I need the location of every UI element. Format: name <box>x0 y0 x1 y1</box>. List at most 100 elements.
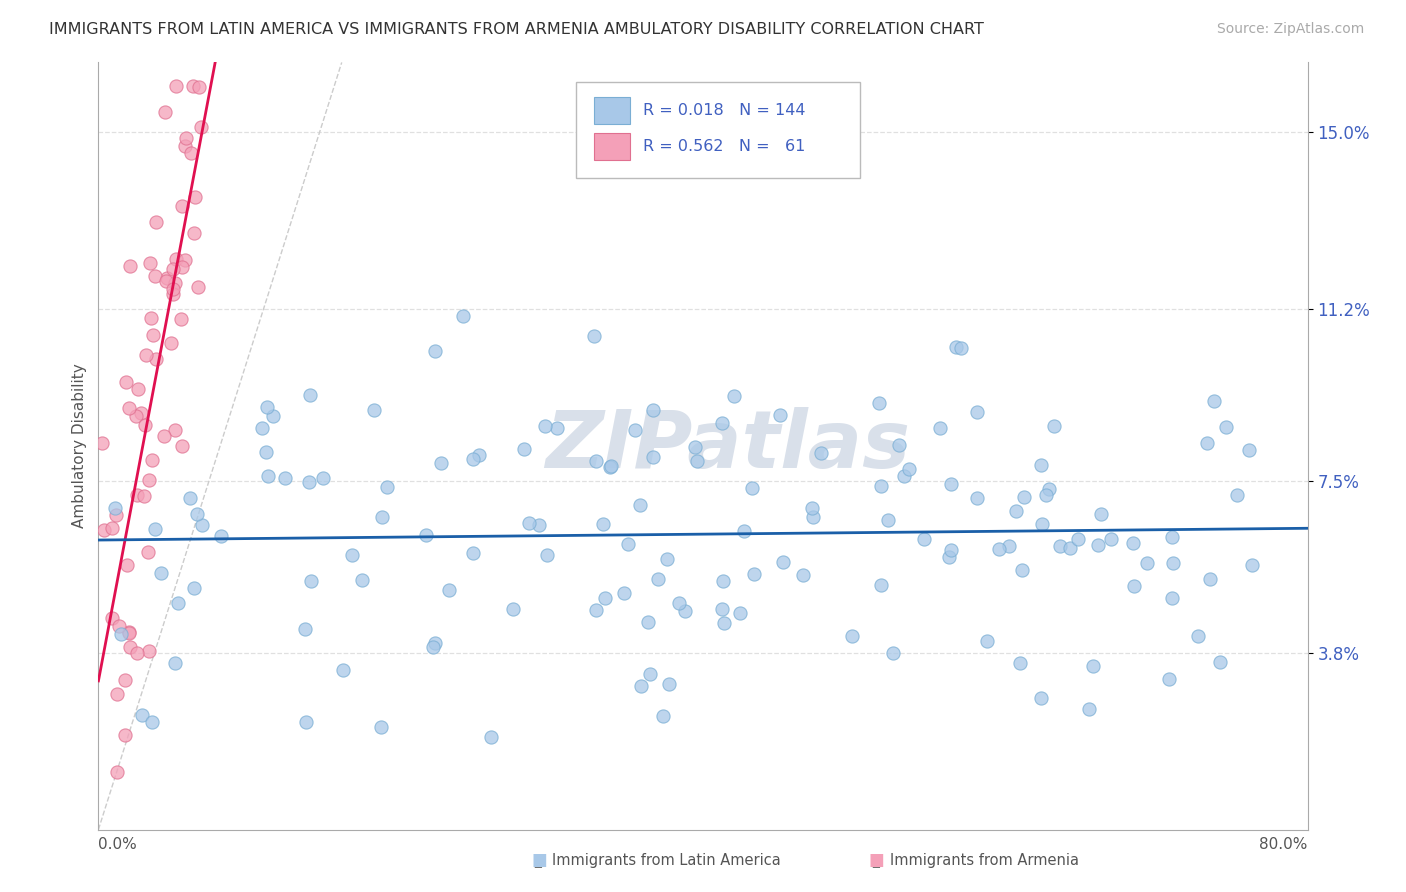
Point <box>256 401 278 415</box>
Point <box>174 138 197 153</box>
Point <box>742 567 765 582</box>
Point <box>127 382 149 396</box>
Point <box>928 421 950 435</box>
Text: R = 0.562   N =   61: R = 0.562 N = 61 <box>643 138 804 153</box>
Point <box>710 416 733 430</box>
Point <box>165 78 187 93</box>
Point <box>868 396 890 410</box>
Point <box>513 442 536 456</box>
Point <box>652 709 675 723</box>
Point <box>668 596 690 610</box>
Point <box>298 475 321 490</box>
Point <box>673 604 696 618</box>
Point <box>711 574 734 588</box>
Point <box>1123 579 1146 593</box>
Point <box>1197 435 1219 450</box>
Point <box>153 429 176 443</box>
Point <box>114 673 136 687</box>
Point <box>110 626 132 640</box>
Point <box>882 646 904 660</box>
Point <box>641 403 664 417</box>
Point <box>897 461 920 475</box>
Point <box>170 312 193 326</box>
Point <box>156 271 179 285</box>
Point <box>108 618 131 632</box>
Text: ■: ■ <box>869 851 884 869</box>
Point <box>145 351 167 366</box>
Point <box>624 424 647 438</box>
Point <box>628 498 651 512</box>
FancyBboxPatch shape <box>576 81 860 178</box>
Point <box>1199 572 1222 586</box>
FancyBboxPatch shape <box>595 97 630 124</box>
Point <box>517 516 540 530</box>
Point <box>138 473 160 487</box>
Point <box>592 517 614 532</box>
Point <box>273 471 295 485</box>
Point <box>145 215 167 229</box>
Point <box>966 405 988 419</box>
Point <box>163 276 186 290</box>
Point <box>166 596 188 610</box>
Point <box>93 524 115 538</box>
Point <box>155 105 177 120</box>
Point <box>685 440 707 454</box>
Point <box>939 542 962 557</box>
Point <box>423 344 446 359</box>
Point <box>162 281 184 295</box>
Point <box>141 452 163 467</box>
Point <box>437 582 460 597</box>
Text: 0.0%: 0.0% <box>98 838 138 852</box>
Point <box>172 200 194 214</box>
Text: IMMIGRANTS FROM LATIN AMERICA VS IMMIGRANTS FROM ARMENIA AMBULATORY DISABILITY C: IMMIGRANTS FROM LATIN AMERICA VS IMMIGRA… <box>49 22 984 37</box>
Point <box>1215 420 1237 434</box>
Point <box>585 603 607 617</box>
Point <box>593 591 616 605</box>
Point <box>841 629 863 643</box>
Point <box>461 546 484 560</box>
Point <box>295 715 318 730</box>
Point <box>299 574 322 588</box>
FancyBboxPatch shape <box>595 133 630 160</box>
Point <box>1161 556 1184 570</box>
Point <box>162 262 184 277</box>
Point <box>1202 393 1225 408</box>
Point <box>613 586 636 600</box>
Point <box>1161 530 1184 544</box>
Point <box>127 488 149 502</box>
Point <box>769 408 792 422</box>
Point <box>350 573 373 587</box>
Text: 80.0%: 80.0% <box>1260 838 1308 852</box>
Point <box>800 501 823 516</box>
Point <box>1241 558 1264 573</box>
Point <box>141 311 163 326</box>
Point <box>162 287 184 301</box>
Point <box>1014 490 1036 504</box>
Point <box>502 602 524 616</box>
Point <box>174 130 197 145</box>
Point <box>997 539 1019 553</box>
Point <box>257 469 280 483</box>
Point <box>118 640 141 654</box>
Point <box>585 454 607 468</box>
Point <box>172 260 194 274</box>
Point <box>637 615 659 629</box>
Point <box>1083 659 1105 673</box>
Point <box>118 626 141 640</box>
Point <box>657 552 679 566</box>
Point <box>332 663 354 677</box>
Point <box>461 451 484 466</box>
Point <box>546 421 568 435</box>
Point <box>810 446 832 460</box>
Point <box>1031 458 1053 473</box>
Point <box>1226 488 1249 502</box>
Point <box>131 406 153 420</box>
Point <box>132 489 155 503</box>
Point <box>772 555 794 569</box>
Point <box>893 469 915 483</box>
Point <box>869 578 891 592</box>
Point <box>529 518 551 533</box>
Point <box>730 606 752 620</box>
Point <box>299 388 322 402</box>
Point <box>180 146 202 161</box>
